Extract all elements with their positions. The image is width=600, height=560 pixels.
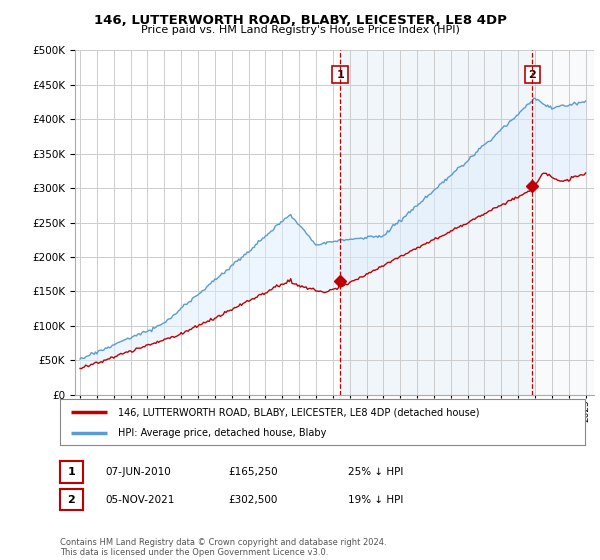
Text: £165,250: £165,250 <box>228 467 278 477</box>
Text: Price paid vs. HM Land Registry's House Price Index (HPI): Price paid vs. HM Land Registry's House … <box>140 25 460 35</box>
Text: HPI: Average price, detached house, Blaby: HPI: Average price, detached house, Blab… <box>118 428 326 438</box>
Text: 19% ↓ HPI: 19% ↓ HPI <box>348 494 403 505</box>
Text: 05-NOV-2021: 05-NOV-2021 <box>105 494 175 505</box>
Text: 146, LUTTERWORTH ROAD, BLABY, LEICESTER, LE8 4DP (detached house): 146, LUTTERWORTH ROAD, BLABY, LEICESTER,… <box>118 407 479 417</box>
Bar <box>340 50 532 395</box>
Text: 2: 2 <box>68 494 75 505</box>
Text: Contains HM Land Registry data © Crown copyright and database right 2024.
This d: Contains HM Land Registry data © Crown c… <box>60 538 386 557</box>
Text: 1: 1 <box>68 467 75 477</box>
Text: £302,500: £302,500 <box>228 494 277 505</box>
Text: 1: 1 <box>337 69 344 80</box>
Text: 25% ↓ HPI: 25% ↓ HPI <box>348 467 403 477</box>
Text: 07-JUN-2010: 07-JUN-2010 <box>105 467 171 477</box>
Bar <box>532 50 594 395</box>
Text: 146, LUTTERWORTH ROAD, BLABY, LEICESTER, LE8 4DP: 146, LUTTERWORTH ROAD, BLABY, LEICESTER,… <box>94 14 506 27</box>
Text: 2: 2 <box>529 69 536 80</box>
